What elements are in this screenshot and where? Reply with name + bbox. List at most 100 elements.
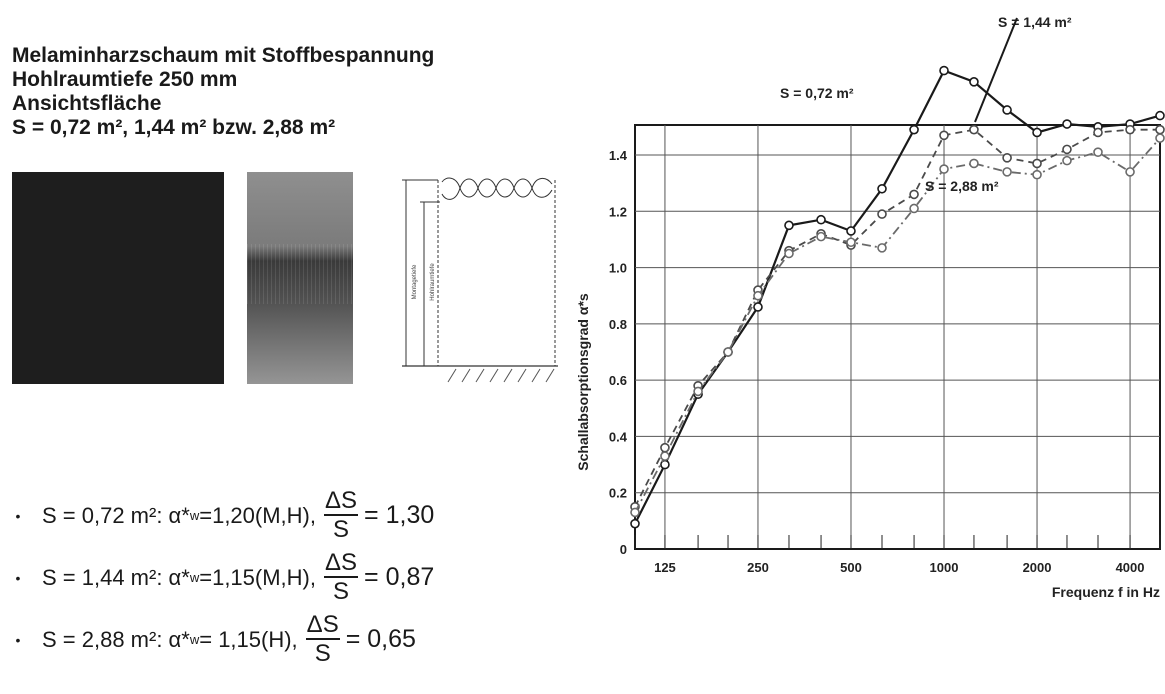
y-tick-label: 0 xyxy=(620,542,627,557)
data-point xyxy=(846,226,856,236)
series-label: S = 1,44 m² xyxy=(998,14,1072,30)
data-point xyxy=(939,130,949,141)
absorption-chart: 0 0.2 0.4 0.6 0.8 1.0 1.2 1.4 125 250 500 1000 2000 4… xyxy=(575,14,1165,600)
data-point xyxy=(1155,124,1165,135)
x-tick-label: 1000 xyxy=(930,560,959,575)
data-point xyxy=(784,220,794,231)
data-point xyxy=(1125,124,1135,135)
rating-value: = 1,15(H), xyxy=(199,626,298,652)
x-tick-label: 2000 xyxy=(1023,560,1052,575)
series-line xyxy=(634,137,1161,513)
x-tick-label: 500 xyxy=(840,560,862,575)
y-tick-label: 0.4 xyxy=(609,429,628,444)
data-point xyxy=(1062,144,1072,155)
rating-subscript: w xyxy=(189,632,200,647)
data-point xyxy=(1002,153,1012,163)
data-point xyxy=(1032,169,1042,180)
data-point xyxy=(816,231,826,242)
heading-material: Melaminharzschaum mit Stoffbespannung xyxy=(12,44,435,67)
fraction-denominator: S xyxy=(333,578,350,605)
x-tick-label: 4000 xyxy=(1116,560,1145,575)
fraction-result: = 0,87 xyxy=(364,563,435,591)
data-point xyxy=(1093,127,1103,138)
data-point xyxy=(1032,127,1042,138)
data-point xyxy=(784,248,794,259)
heading-cavity-depth: Hohlraumtiefe 250 mm xyxy=(12,68,238,91)
fraction-numerator: ΔS xyxy=(324,549,359,578)
data-point xyxy=(846,237,856,248)
rating-subscript: w xyxy=(189,508,200,523)
bullet-dot: • xyxy=(15,569,21,586)
fraction-numerator: ΔS xyxy=(305,611,340,640)
data-point xyxy=(909,203,919,214)
y-tick-label: 0.8 xyxy=(609,317,627,332)
data-point xyxy=(1002,167,1012,177)
rating-surface: S = 1,44 m²: α* xyxy=(42,564,190,590)
data-point xyxy=(969,77,979,87)
data-point xyxy=(723,347,733,357)
fraction-denominator: S xyxy=(314,640,331,667)
rating-item: • S = 2,88 m²: α* w = 1,15(H), ΔS S = 0,65 xyxy=(6,612,416,667)
y-tick-label: 0.6 xyxy=(609,373,627,388)
x-tick-label: 250 xyxy=(747,560,769,575)
heading-surface-values: S = 0,72 m², 1,44 m² bzw. 2,88 m² xyxy=(12,116,336,139)
series-label: S = 2,88 m² xyxy=(925,178,999,194)
y-tick-label: 1.4 xyxy=(609,148,628,163)
rating-value: =1,20(M,H), xyxy=(199,502,316,528)
data-point xyxy=(630,518,640,529)
data-point xyxy=(1093,147,1103,157)
fraction-result: = 1,30 xyxy=(364,501,435,529)
bullet-dot: • xyxy=(15,507,21,524)
data-point xyxy=(877,183,887,194)
mounting-sketch: Montagetiefe Hohlraumtiefe xyxy=(402,177,558,383)
series-label: S = 0,72 m² xyxy=(780,85,854,101)
delta-s-fraction: ΔS S xyxy=(324,487,359,543)
delta-s-fraction: ΔS S xyxy=(324,549,359,605)
data-point xyxy=(939,65,949,76)
sketch-label-hohlraumtiefe: Hohlraumtiefe xyxy=(430,263,436,301)
data-point xyxy=(909,189,919,200)
data-point xyxy=(1125,167,1135,177)
data-point xyxy=(1155,133,1165,143)
data-point xyxy=(1062,119,1072,129)
data-point xyxy=(877,243,887,253)
rating-item: • S = 1,44 m²: α* w =1,15(M,H), ΔS S = 0,87 xyxy=(6,549,435,605)
series-line xyxy=(634,69,1161,525)
y-tick-label: 1.0 xyxy=(609,261,627,276)
series-label-leader xyxy=(974,17,1018,123)
x-tick-label: 125 xyxy=(654,560,676,575)
fraction-result: = 0,65 xyxy=(345,625,416,653)
heading-surface-label: Ansichtsfläche xyxy=(12,92,162,115)
data-point xyxy=(969,124,979,135)
y-tick-label: 0.2 xyxy=(609,486,627,501)
rating-value: =1,15(M,H), xyxy=(199,564,316,590)
rating-surface: S = 2,88 m²: α* xyxy=(42,626,190,652)
fraction-numerator: ΔS xyxy=(324,487,359,516)
delta-s-fraction: ΔS S xyxy=(305,611,340,667)
heading-block: Melaminharzschaum mit Stoffbespannung Ho… xyxy=(12,44,434,140)
y-tick-label: 1.2 xyxy=(609,204,627,219)
bullet-dot: • xyxy=(15,631,21,648)
data-point xyxy=(753,290,763,301)
series-line xyxy=(634,128,1160,508)
data-point xyxy=(909,124,919,135)
rating-surface: S = 0,72 m²: α* xyxy=(42,502,190,528)
rating-item: • S = 0,72 m²: α* w =1,20(M,H), ΔS S = 1,30 xyxy=(6,487,435,543)
data-point xyxy=(1032,158,1042,169)
data-point xyxy=(693,386,703,397)
rating-subscript: w xyxy=(189,570,200,585)
data-point xyxy=(1155,110,1165,121)
data-point xyxy=(660,451,670,461)
panel-photo xyxy=(12,172,224,384)
data-point xyxy=(753,302,763,312)
data-point xyxy=(1062,155,1072,166)
data-point xyxy=(630,507,640,518)
x-axis-label: Frequenz f in Hz xyxy=(1052,584,1160,600)
y-axis-label: Schallabsorptionsgrad α*s xyxy=(575,293,591,471)
plot-frame xyxy=(634,124,1161,550)
data-point xyxy=(969,158,979,169)
data-point xyxy=(939,164,949,174)
data-point xyxy=(1002,105,1012,115)
data-point xyxy=(877,209,887,219)
fraction-denominator: S xyxy=(333,516,350,543)
